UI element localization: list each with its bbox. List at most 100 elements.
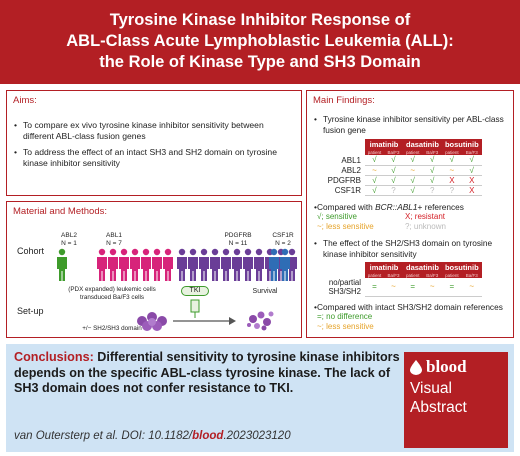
sub-header: Ba/F3 <box>384 149 403 155</box>
person-icon <box>57 248 67 281</box>
table-cell: √ <box>365 185 384 196</box>
sub-header: Ba/F3 <box>422 149 442 155</box>
table-cell: √ <box>461 155 482 166</box>
compared-intact: Compared with intact SH3/SH2 domain refe… <box>307 300 513 313</box>
table-cell: √ <box>461 165 482 176</box>
conclusion-text: Conclusions: Differential sensitivity to… <box>14 350 400 397</box>
aims-bullet: To address the effect of an intact SH3 a… <box>14 147 293 169</box>
citation-journal: blood <box>192 430 224 442</box>
cohort-label: Cohort <box>17 246 45 256</box>
citation[interactable]: van Outersterp et al. DOI: 10.1182/blood… <box>14 430 291 442</box>
group-name: ABL1 <box>106 232 122 239</box>
legend-item-less-sensitive: ~; less sensitive <box>317 322 374 331</box>
sensitivity-legend: √; sensitive X; resistant ~; less sensiti… <box>307 212 513 232</box>
findings-bullet-2: The effect of the SH2/SH3 domain on tyro… <box>307 236 513 259</box>
row-label: PDGFRB <box>327 175 361 185</box>
row-label: ABL1 <box>341 155 361 165</box>
setup-label: Set-up <box>17 306 44 316</box>
row-label: ABL2 <box>341 165 361 175</box>
methods-panel: Material and Methods: Cohort Set-up ABL2… <box>6 201 302 338</box>
table-row: no/partial SH3/SH2 = ~ = ~ = ~ <box>317 278 482 297</box>
table-cell: √ <box>384 155 403 166</box>
table-cell: √ <box>403 155 423 166</box>
sh3-sh2-table: imatinib dasatinib bosutinib patient Ba/… <box>317 262 482 297</box>
person-icon <box>188 248 198 281</box>
table-row: ABL2 ~ √ ~ √ ~ √ <box>317 165 482 176</box>
group-count: N = 11 <box>228 239 248 247</box>
row-label: CSF1R <box>334 185 361 195</box>
compared-text: + references <box>417 201 464 212</box>
tki-label: TKI <box>181 286 209 296</box>
findings-bullet-1: Tyrosine kinase inhibitor sensitivity pe… <box>307 112 513 135</box>
group-name: CSF1R <box>272 232 294 239</box>
person-icon <box>163 248 173 281</box>
table-cell: = <box>365 278 384 297</box>
person-icon <box>280 248 290 281</box>
person-icon <box>210 248 220 281</box>
drug-header-dasatinib: dasatinib <box>403 262 442 272</box>
conclusion-label: Conclusions: <box>14 350 94 364</box>
table-cell: ~ <box>422 278 442 297</box>
dead-cells-icon <box>247 311 274 331</box>
legend-item-less-sensitive: ~; less sensitive <box>317 222 374 231</box>
conclusion-box: Conclusions: Differential sensitivity to… <box>6 344 514 452</box>
badge-line-abstract: Abstract <box>410 399 467 416</box>
title-line-1: Tyrosine Kinase Inhibitor Response of <box>109 11 411 29</box>
sub-header: patient <box>441 272 462 278</box>
drug-header-bosutinib: bosutinib <box>441 139 482 149</box>
sub-header: Ba/F3 <box>422 272 442 278</box>
person-icon <box>141 248 151 281</box>
title-line-2: ABL-Class Acute Lymphoblastic Leukemia (… <box>66 32 454 50</box>
person-icon <box>97 248 107 281</box>
sub-header: Ba/F3 <box>384 272 403 278</box>
group-label-abl2: ABL2 N = 1 <box>55 232 83 247</box>
sub-header: patient <box>403 149 423 155</box>
arrow-icon <box>173 317 236 325</box>
person-icon <box>269 248 279 281</box>
person-icon <box>119 248 129 281</box>
table-cell: ? <box>441 185 462 196</box>
group-label-csf1r: CSF1R N = 2 <box>269 232 297 247</box>
table-cell: ? <box>422 185 442 196</box>
drug-header-dasatinib: dasatinib <box>403 139 442 149</box>
group-label-abl1: ABL1 N = 7 <box>99 232 129 247</box>
sub-header: patient <box>365 272 384 278</box>
group-name: ABL2 <box>61 232 77 239</box>
drug-header-imatinib: imatinib <box>365 139 403 149</box>
group-count: N = 1 <box>61 239 77 247</box>
table-cell: √ <box>422 155 442 166</box>
table-cell: √ <box>441 155 462 166</box>
group-name: PDGFRB <box>224 232 252 239</box>
legend-item-no-difference: =; no difference <box>317 312 373 321</box>
person-icon <box>221 248 231 281</box>
cohort-people-icons <box>57 248 297 281</box>
setup-domain-note: +/− SH2/SH3 domain <box>82 325 142 332</box>
sub-header: patient <box>365 149 384 155</box>
table-cell: X <box>461 175 482 186</box>
table-cell: √ <box>422 175 442 186</box>
aims-bullet: To compare ex vivo tyrosine kinase inhib… <box>14 120 293 142</box>
title-banner: Tyrosine Kinase Inhibitor Response of AB… <box>0 0 520 84</box>
cell-icon <box>137 312 167 331</box>
citation-text: van Outersterp et al. DOI: 10.1182/ <box>14 430 193 442</box>
difference-legend: =; no difference ~; less sensitive <box>307 312 513 332</box>
compared-text: Compared with <box>317 201 376 212</box>
setup-cells-note: (PDX expanded) leukemic cells transduced… <box>68 286 156 301</box>
table-cell: √ <box>365 155 384 166</box>
table-cell: ~ <box>365 165 384 176</box>
table-cell: X <box>461 185 482 196</box>
methods-title: Material and Methods: <box>13 206 107 217</box>
table-cell: X <box>441 175 462 186</box>
aims-title: Aims: <box>13 95 37 106</box>
table-cell: √ <box>403 185 423 196</box>
sub-header: patient <box>441 149 462 155</box>
group-count: N = 2 <box>275 239 291 247</box>
visual-abstract-badge: blood Visual Abstract <box>404 352 508 448</box>
table-cell: ~ <box>441 165 462 176</box>
table-cell: √ <box>422 165 442 176</box>
table-row: ABL1 √ √ √ √ √ √ <box>317 155 482 166</box>
table-cell: ~ <box>403 165 423 176</box>
table-cell: √ <box>384 165 403 176</box>
compared-gene: BCR::ABL1 <box>375 201 418 212</box>
brand-name: blood <box>426 357 467 376</box>
